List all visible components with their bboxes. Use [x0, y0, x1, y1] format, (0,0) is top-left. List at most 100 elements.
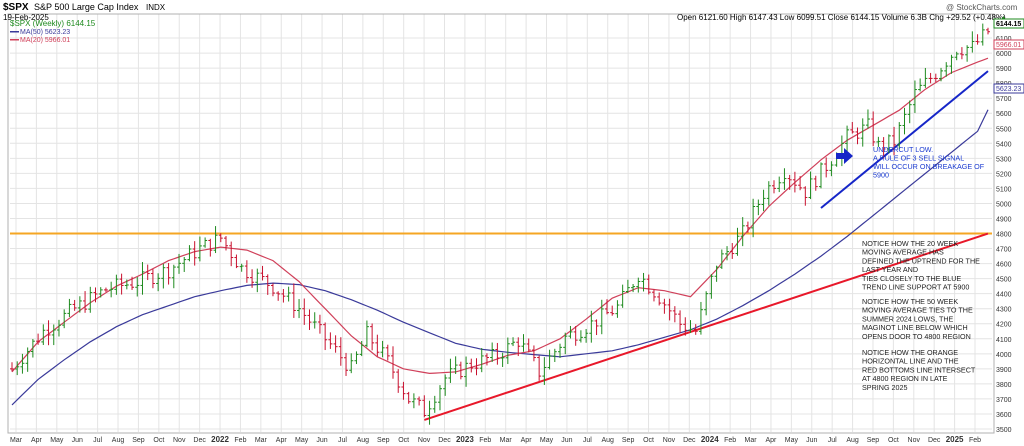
note-text-line: MOVING AVERAGE HAS — [862, 248, 944, 257]
x-tick-label: Mar — [500, 437, 513, 444]
chart-date: 19-Feb-2025 — [3, 13, 49, 22]
x-tick-label: Nov — [173, 437, 186, 444]
x-tick-label: Nov — [908, 437, 921, 444]
x-tick-label: Dec — [438, 437, 451, 444]
y-tick-label: 5100 — [996, 186, 1012, 193]
chart-title: S&P 500 Large Cap Index — [34, 2, 139, 12]
x-tick-label: Aug — [357, 437, 370, 444]
x-tick-label: Oct — [153, 437, 164, 444]
x-tick-label: May — [295, 437, 309, 444]
x-tick-label: May — [785, 437, 799, 444]
last-price-label: 6144.15 — [996, 21, 1021, 28]
ohlc-readout: Open 6121.60 High 6147.43 Low 6099.51 Cl… — [677, 13, 1006, 22]
x-tick-label: Sep — [867, 437, 880, 444]
chart-symbol: $SPX — [3, 2, 29, 13]
note-text-line: OPENS DOOR TO 4800 REGION — [862, 332, 971, 341]
note-text-line: SUMMER 2024 LOWS, THE — [862, 314, 954, 323]
arrow-right-icon — [836, 148, 853, 164]
y-tick-label: 4800 — [996, 232, 1012, 239]
y-tick-label: 5200 — [996, 171, 1012, 178]
y-tick-label: 4400 — [996, 292, 1012, 299]
x-tick-label: Mar — [10, 437, 23, 444]
y-tick-label: 4900 — [996, 216, 1012, 223]
x-tick-label: Apr — [276, 437, 288, 444]
ma50-price-label: 5623.23 — [996, 86, 1021, 93]
x-tick-label: Feb — [969, 437, 981, 444]
undercut-annotation: UNDERCUT LOW.A RULE OF 3 SELL SIGNALWILL… — [873, 145, 985, 180]
y-tick-label: 4700 — [996, 247, 1012, 254]
legend-ma50-swatch — [10, 31, 19, 33]
note-text-line: MAGINOT LINE BELOW WHICH — [862, 323, 968, 332]
x-tick-label: 2024 — [701, 435, 719, 444]
x-tick-label: Oct — [888, 437, 899, 444]
last-price-tag — [993, 18, 1024, 29]
undercut-text-line: UNDERCUT LOW. — [873, 145, 933, 154]
x-tick-label: Nov — [418, 437, 431, 444]
y-tick-label: 5900 — [996, 66, 1012, 73]
x-tick-label: Apr — [31, 437, 43, 444]
y-tick-label: 4100 — [996, 337, 1012, 344]
y-tick-label: 5600 — [996, 111, 1012, 118]
x-tick-label: Feb — [724, 437, 736, 444]
x-tick-label: Oct — [398, 437, 409, 444]
x-tick-label: Oct — [643, 437, 654, 444]
note-text-line: NOTICE HOW THE 20 WEEK — [862, 239, 958, 248]
y-tick-label: 3500 — [996, 427, 1012, 434]
undercut-text-line: WILL OCCUR ON BREAKAGE OF — [873, 162, 985, 171]
y-tick-label: 3600 — [996, 412, 1012, 419]
undercut-text-line: A RULE OF 3 SELL SIGNAL — [873, 154, 964, 163]
note-text-line: NOTICE HOW THE ORANGE — [862, 348, 958, 357]
y-tick-label: 6000 — [996, 51, 1012, 58]
x-tick-label: Jul — [338, 437, 347, 444]
note-text-line: RED BOTTOMS LINE INTERSECT — [862, 365, 976, 374]
x-tick-label: Sep — [377, 437, 390, 444]
x-tick-label: Feb — [479, 437, 491, 444]
chart-exchange: INDX — [146, 3, 166, 12]
note-text-line: TIES CLOSELY TO THE BLUE — [862, 274, 961, 283]
blue-trendline — [820, 70, 989, 209]
note-text-line: HORIZONTAL LINE AND THE — [862, 357, 959, 366]
note-text-line: AT 4800 REGION IN LATE — [862, 374, 948, 383]
x-tick-label: Apr — [521, 437, 533, 444]
x-tick-label: Apr — [766, 437, 778, 444]
y-tick-label: 3800 — [996, 382, 1012, 389]
x-tick-label: Sep — [132, 437, 145, 444]
watermark: @ StockCharts.com — [946, 3, 1018, 12]
x-tick-label: Jun — [72, 437, 83, 444]
legend-ma50: MA(50) 5623.23 — [20, 29, 70, 36]
note-text-line: TREND LINE SUPPORT AT 5900 — [862, 283, 969, 292]
y-tick-label: 4000 — [996, 352, 1012, 359]
x-tick-label: Mar — [255, 437, 268, 444]
y-tick-label: 5000 — [996, 201, 1012, 208]
undercut-text-line: 5900 — [873, 171, 889, 180]
y-tick-label: 3700 — [996, 397, 1012, 404]
x-tick-label: Dec — [193, 437, 206, 444]
x-tick-label: Jun — [561, 437, 572, 444]
x-tick-label: May — [50, 437, 64, 444]
y-tick-label: 4500 — [996, 277, 1012, 284]
ma20-price-tag — [993, 39, 1024, 50]
y-tick-label: 3900 — [996, 367, 1012, 374]
ma50-price-tag — [993, 83, 1024, 94]
x-tick-label: 2022 — [211, 435, 229, 444]
x-tick-label: Jul — [93, 437, 102, 444]
y-tick-label: 5500 — [996, 126, 1012, 133]
x-tick-label: Aug — [846, 437, 859, 444]
x-tick-label: Dec — [928, 437, 941, 444]
plot-frame — [7, 13, 995, 434]
ma20-price-label: 5966.01 — [996, 42, 1021, 49]
y-tick-label: 4600 — [996, 262, 1012, 269]
chart-grid — [10, 14, 992, 432]
legend-ma20-swatch — [10, 39, 19, 41]
note-text-line: MOVING AVERAGE TIES TO THE — [862, 306, 973, 315]
legend-symbol: $SPX (Weekly) 6144.15 — [10, 19, 96, 28]
x-tick-label: Aug — [112, 437, 125, 444]
x-tick-label: 2025 — [946, 435, 964, 444]
note-text-line: SPRING 2025 — [862, 383, 908, 392]
x-tick-label: Sep — [622, 437, 635, 444]
y-tick-label: 4200 — [996, 322, 1012, 329]
